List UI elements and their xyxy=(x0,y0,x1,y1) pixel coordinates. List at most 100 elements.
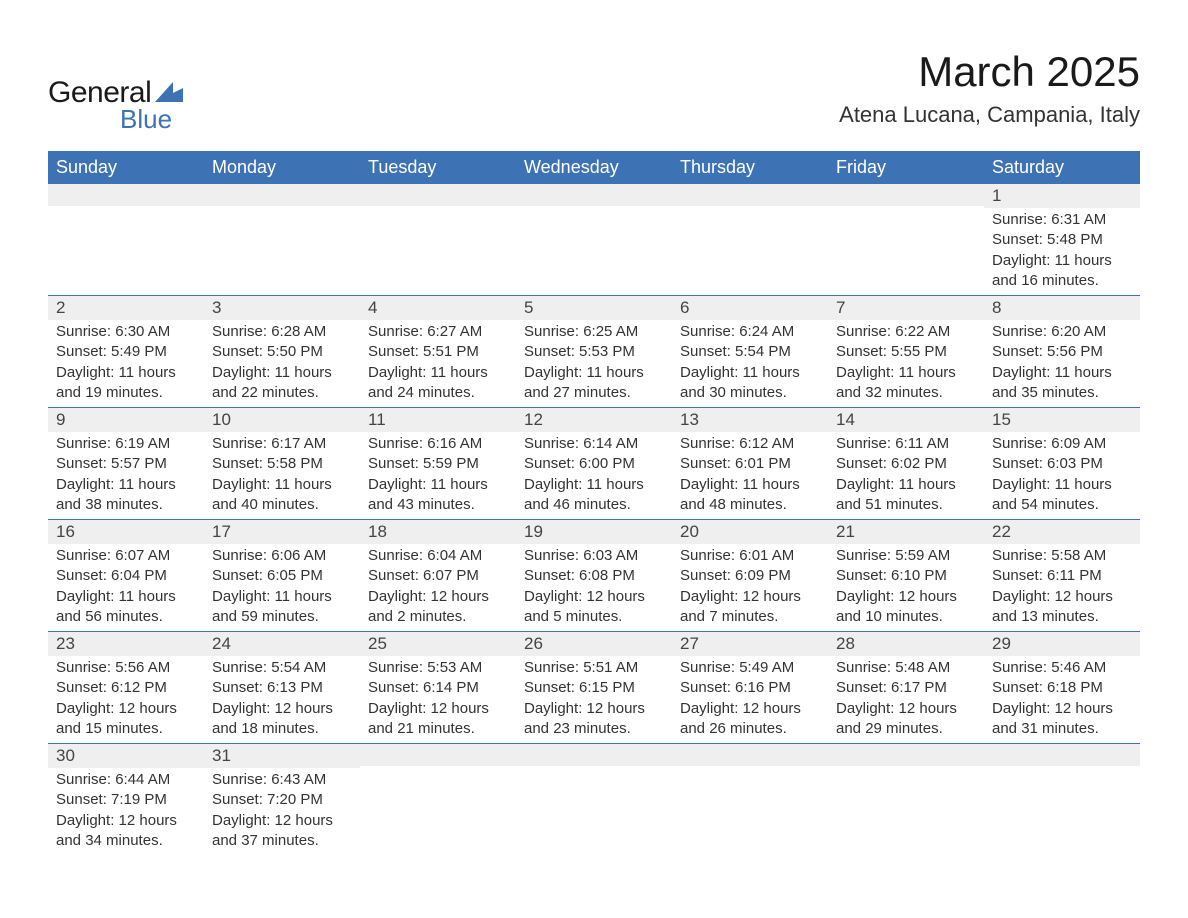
day-number xyxy=(516,184,672,206)
daylight-line: Daylight: 12 hours and 10 minutes. xyxy=(836,587,976,628)
day-details xyxy=(672,206,828,226)
calendar-cell: 14Sunrise: 6:11 AMSunset: 6:02 PMDayligh… xyxy=(828,408,984,520)
day-details: Sunrise: 6:28 AMSunset: 5:50 PMDaylight:… xyxy=(204,320,360,407)
calendar-cell: 12Sunrise: 6:14 AMSunset: 6:00 PMDayligh… xyxy=(516,408,672,520)
day-number: 7 xyxy=(828,296,984,320)
day-details: Sunrise: 6:04 AMSunset: 6:07 PMDaylight:… xyxy=(360,544,516,631)
sunset-line: Sunset: 6:17 PM xyxy=(836,678,976,698)
sunrise-line: Sunrise: 6:03 AM xyxy=(524,546,664,566)
sunset-line: Sunset: 5:59 PM xyxy=(368,454,508,474)
calendar-cell xyxy=(828,184,984,296)
day-details: Sunrise: 6:01 AMSunset: 6:09 PMDaylight:… xyxy=(672,544,828,631)
calendar-row: 2Sunrise: 6:30 AMSunset: 5:49 PMDaylight… xyxy=(48,296,1140,408)
day-number: 17 xyxy=(204,520,360,544)
day-number: 1 xyxy=(984,184,1140,208)
sunset-line: Sunset: 6:13 PM xyxy=(212,678,352,698)
day-number xyxy=(672,184,828,206)
calendar-row: 9Sunrise: 6:19 AMSunset: 5:57 PMDaylight… xyxy=(48,408,1140,520)
location-subtitle: Atena Lucana, Campania, Italy xyxy=(839,102,1140,128)
day-number: 18 xyxy=(360,520,516,544)
sunrise-line: Sunrise: 6:04 AM xyxy=(368,546,508,566)
day-number: 2 xyxy=(48,296,204,320)
day-number xyxy=(828,184,984,206)
day-number xyxy=(516,744,672,766)
sunrise-line: Sunrise: 6:19 AM xyxy=(56,434,196,454)
sunrise-line: Sunrise: 6:44 AM xyxy=(56,770,196,790)
day-details: Sunrise: 5:49 AMSunset: 6:16 PMDaylight:… xyxy=(672,656,828,743)
day-details: Sunrise: 6:03 AMSunset: 6:08 PMDaylight:… xyxy=(516,544,672,631)
day-details: Sunrise: 6:31 AMSunset: 5:48 PMDaylight:… xyxy=(984,208,1140,295)
dayhead-tuesday: Tuesday xyxy=(360,151,516,184)
sunrise-line: Sunrise: 6:07 AM xyxy=(56,546,196,566)
calendar-cell: 27Sunrise: 5:49 AMSunset: 6:16 PMDayligh… xyxy=(672,632,828,744)
daylight-line: Daylight: 11 hours and 16 minutes. xyxy=(992,251,1132,292)
daylight-line: Daylight: 11 hours and 30 minutes. xyxy=(680,363,820,404)
sunrise-line: Sunrise: 6:11 AM xyxy=(836,434,976,454)
day-details: Sunrise: 6:07 AMSunset: 6:04 PMDaylight:… xyxy=(48,544,204,631)
day-number: 9 xyxy=(48,408,204,432)
day-details xyxy=(516,206,672,226)
daylight-line: Daylight: 12 hours and 21 minutes. xyxy=(368,699,508,740)
dayhead-sunday: Sunday xyxy=(48,151,204,184)
daylight-line: Daylight: 11 hours and 59 minutes. xyxy=(212,587,352,628)
page-title: March 2025 xyxy=(839,48,1140,96)
calendar-row: 1Sunrise: 6:31 AMSunset: 5:48 PMDaylight… xyxy=(48,184,1140,296)
sunset-line: Sunset: 5:50 PM xyxy=(212,342,352,362)
daylight-line: Daylight: 11 hours and 46 minutes. xyxy=(524,475,664,516)
sunset-line: Sunset: 7:19 PM xyxy=(56,790,196,810)
day-number: 12 xyxy=(516,408,672,432)
sunrise-line: Sunrise: 6:12 AM xyxy=(680,434,820,454)
day-number xyxy=(828,744,984,766)
day-details xyxy=(828,206,984,226)
day-details xyxy=(204,206,360,226)
sunset-line: Sunset: 5:54 PM xyxy=(680,342,820,362)
daylight-line: Daylight: 11 hours and 56 minutes. xyxy=(56,587,196,628)
day-number: 25 xyxy=(360,632,516,656)
day-details: Sunrise: 5:46 AMSunset: 6:18 PMDaylight:… xyxy=(984,656,1140,743)
day-number: 8 xyxy=(984,296,1140,320)
day-details: Sunrise: 5:58 AMSunset: 6:11 PMDaylight:… xyxy=(984,544,1140,631)
calendar-body: 1Sunrise: 6:31 AMSunset: 5:48 PMDaylight… xyxy=(48,184,1140,855)
sunrise-line: Sunrise: 5:53 AM xyxy=(368,658,508,678)
daylight-line: Daylight: 12 hours and 31 minutes. xyxy=(992,699,1132,740)
day-details xyxy=(360,766,516,786)
day-number: 27 xyxy=(672,632,828,656)
calendar-cell xyxy=(360,184,516,296)
dayhead-saturday: Saturday xyxy=(984,151,1140,184)
calendar-cell: 18Sunrise: 6:04 AMSunset: 6:07 PMDayligh… xyxy=(360,520,516,632)
sunrise-line: Sunrise: 6:31 AM xyxy=(992,210,1132,230)
logo-text-blue: Blue xyxy=(120,104,172,135)
sunrise-line: Sunrise: 6:43 AM xyxy=(212,770,352,790)
calendar-cell: 4Sunrise: 6:27 AMSunset: 5:51 PMDaylight… xyxy=(360,296,516,408)
sunrise-line: Sunrise: 5:51 AM xyxy=(524,658,664,678)
day-number: 20 xyxy=(672,520,828,544)
calendar-cell: 23Sunrise: 5:56 AMSunset: 6:12 PMDayligh… xyxy=(48,632,204,744)
dayhead-wednesday: Wednesday xyxy=(516,151,672,184)
daylight-line: Daylight: 11 hours and 32 minutes. xyxy=(836,363,976,404)
daylight-line: Daylight: 11 hours and 35 minutes. xyxy=(992,363,1132,404)
sunrise-line: Sunrise: 5:56 AM xyxy=(56,658,196,678)
day-number: 3 xyxy=(204,296,360,320)
sunrise-line: Sunrise: 5:49 AM xyxy=(680,658,820,678)
sunrise-line: Sunrise: 6:25 AM xyxy=(524,322,664,342)
sunrise-line: Sunrise: 6:06 AM xyxy=(212,546,352,566)
day-number: 13 xyxy=(672,408,828,432)
sunset-line: Sunset: 5:55 PM xyxy=(836,342,976,362)
day-details: Sunrise: 6:14 AMSunset: 6:00 PMDaylight:… xyxy=(516,432,672,519)
calendar-cell: 11Sunrise: 6:16 AMSunset: 5:59 PMDayligh… xyxy=(360,408,516,520)
calendar-cell: 20Sunrise: 6:01 AMSunset: 6:09 PMDayligh… xyxy=(672,520,828,632)
calendar-cell xyxy=(672,744,828,856)
calendar-cell xyxy=(516,744,672,856)
day-details xyxy=(672,766,828,786)
day-number: 22 xyxy=(984,520,1140,544)
daylight-line: Daylight: 11 hours and 48 minutes. xyxy=(680,475,820,516)
day-number xyxy=(984,744,1140,766)
sunrise-line: Sunrise: 6:24 AM xyxy=(680,322,820,342)
daylight-line: Daylight: 11 hours and 27 minutes. xyxy=(524,363,664,404)
calendar-cell xyxy=(828,744,984,856)
day-details: Sunrise: 6:24 AMSunset: 5:54 PMDaylight:… xyxy=(672,320,828,407)
sunset-line: Sunset: 6:12 PM xyxy=(56,678,196,698)
day-details: Sunrise: 6:09 AMSunset: 6:03 PMDaylight:… xyxy=(984,432,1140,519)
day-number: 15 xyxy=(984,408,1140,432)
daylight-line: Daylight: 11 hours and 24 minutes. xyxy=(368,363,508,404)
